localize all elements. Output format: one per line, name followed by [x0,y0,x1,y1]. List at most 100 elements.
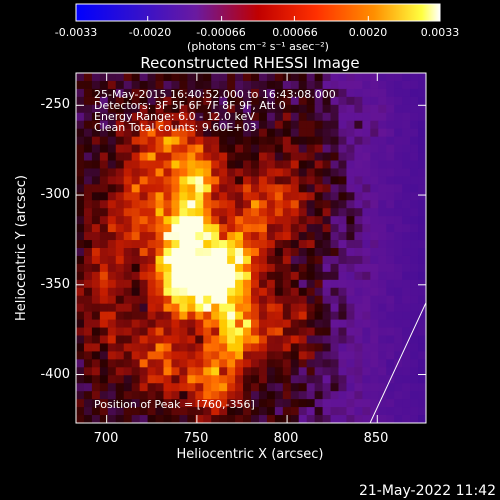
heatmap-cell [139,176,149,185]
heatmap-cell [314,295,324,305]
heatmap-cell [76,407,85,416]
heatmap-cell [338,152,348,162]
heatmap-cell [306,263,316,273]
heatmap-cell [354,415,363,423]
heatmap-cell [179,343,188,352]
heatmap-cell [91,287,101,297]
heatmap-cell [179,88,188,98]
heatmap-cell [203,80,212,90]
heatmap-cell [282,359,292,368]
heatmap-cell [378,335,387,345]
heatmap-cell [211,375,220,384]
heatmap-cell [394,415,403,423]
colorbar-tick-label-1: -0.0020 [129,26,171,39]
heatmap-cell [386,200,395,209]
heatmap-cell [354,407,363,416]
heatmap-cell [402,112,411,122]
heatmap-cell [235,232,244,241]
heatmap-cell [386,415,395,423]
heatmap-cell [76,303,85,313]
x-tick-label-2: 800 [274,431,299,446]
heatmap-cell [203,128,212,138]
heatmap-cell [290,359,300,368]
heatmap-cell [91,263,101,273]
heatmap-cell [338,311,348,321]
heatmap-cell [386,208,395,217]
heatmap-cell [203,136,212,146]
heatmap-cell [298,327,308,337]
heatmap-cell [76,375,85,384]
heatmap-cell [354,208,363,217]
heatmap-cell [123,152,133,162]
heatmap-cell [251,96,260,106]
heatmap-cell [203,120,212,130]
heatmap-cell [386,192,395,201]
heatmap-cell [338,176,348,185]
heatmap-cell [155,104,165,114]
heatmap-cell [266,327,276,337]
heatmap-cell [346,168,355,177]
heatmap-cell [123,375,133,384]
heatmap-cell [258,80,268,90]
heatmap-cell [235,303,244,313]
heatmap-cell [266,200,276,209]
heatmap-cell [386,343,395,352]
heatmap-cell [410,80,419,90]
heatmap-cell [139,80,149,90]
heatmap-cell [362,80,371,90]
heatmap-cell [322,279,332,289]
heatmap-cell [418,216,426,225]
heatmap-cell [195,208,204,217]
heatmap-cell [266,271,276,281]
heatmap-cell [115,303,125,313]
heatmap-cell [147,399,157,408]
heatmap-cell [386,351,395,360]
heatmap-cell [394,263,403,273]
heatmap-cell [211,359,220,368]
heatmap-cell [76,311,85,321]
heatmap-cell [266,136,276,146]
heatmap-cell [243,160,252,170]
heatmap-cell [76,399,85,408]
heatmap-cell [227,391,236,400]
heatmap-cell [394,383,403,392]
heatmap-cell [362,263,371,273]
heatmap-cell [266,375,276,384]
heatmap-cell [290,73,300,82]
heatmap-cell [155,80,165,90]
heatmap-cell [290,184,300,193]
plot-frame [75,72,427,424]
heatmap-cell [298,80,308,90]
heatmap-cell [107,88,117,98]
heatmap-cell [266,248,276,257]
heatmap-cell [370,383,379,392]
heatmap-cell [354,88,363,98]
heatmap-cell [354,168,363,177]
heatmap-cell [83,287,93,297]
heatmap-cell [362,112,371,122]
heatmap-cell [227,271,236,281]
heatmap-cell [227,415,236,423]
heatmap-cell [123,319,133,329]
heatmap-cell [362,311,371,321]
heatmap-cell [354,279,363,289]
heatmap-cell [76,248,85,257]
heatmap-cell [402,240,411,249]
heatmap-cell [322,208,332,217]
heatmap-cell [338,168,348,177]
heatmap-cell [147,80,157,90]
heatmap-cell [330,367,340,376]
heatmap-cell [155,208,165,217]
heatmap-cell [243,96,252,106]
heatmap-cell [322,383,332,392]
heatmap-cell [258,192,268,201]
heatmap-cell [211,96,220,106]
heatmap-cell [227,359,236,368]
heatmap-cell [378,136,387,146]
heatmap-cell [187,327,196,337]
heatmap-cell [187,176,196,185]
heatmap-cell [187,248,196,257]
heatmap-cell [346,192,355,201]
heatmap-cell [266,104,276,114]
heatmap-cell [274,168,284,177]
